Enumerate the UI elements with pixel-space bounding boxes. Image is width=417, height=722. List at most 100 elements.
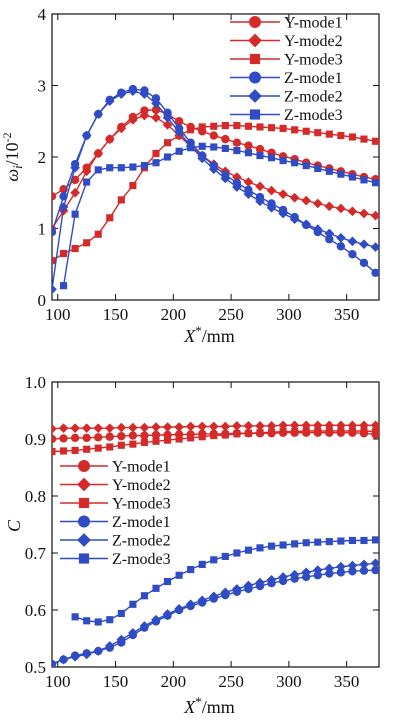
data-point-y-mode2	[243, 421, 254, 431]
legend-label: Y-mode1	[112, 459, 171, 476]
data-point-z-mode2	[301, 219, 312, 230]
data-point-y-mode1	[105, 432, 114, 441]
data-point-y-mode2	[70, 187, 80, 198]
data-point-z-mode2	[104, 641, 115, 651]
x-tick-label: 250	[218, 305, 244, 324]
x-axis-label-coefficient: X*/mm	[183, 694, 235, 717]
data-point-y-mode3	[244, 429, 253, 437]
y-tick-label: 1.0	[25, 373, 46, 392]
legend-marker	[78, 553, 90, 564]
data-point-y-mode2	[336, 203, 346, 214]
data-point-z-mode3	[325, 167, 333, 175]
data-point-y-mode2	[243, 177, 254, 187]
data-point-z-mode3	[325, 538, 333, 546]
data-point-z-mode3	[117, 609, 125, 617]
data-point-z-mode2	[232, 182, 242, 192]
data-point-z-mode2	[185, 599, 196, 610]
data-point-z-mode3	[152, 159, 160, 167]
legend-marker	[77, 533, 91, 547]
data-point-y-mode2	[359, 208, 369, 219]
data-point-y-mode3	[291, 428, 299, 436]
data-point-y-mode3	[152, 437, 160, 445]
data-point-z-mode1	[359, 258, 369, 268]
data-point-y-mode3	[140, 438, 149, 446]
data-point-z-mode3	[163, 153, 172, 161]
data-point-z-mode3	[291, 159, 299, 167]
data-point-y-mode3	[187, 434, 195, 442]
data-point-z-mode3	[314, 538, 322, 546]
data-point-z-mode1	[336, 242, 346, 251]
data-point-z-mode1	[371, 565, 379, 575]
data-point-z-mode2	[347, 560, 358, 571]
data-point-z-mode3	[233, 146, 241, 155]
tick-group-coefficient: 100 150 200 250 300 350 0.5 0.6 0.7 0.8 0.9 1.0	[25, 373, 379, 691]
data-point-z-mode2	[52, 284, 57, 295]
legend-label: Y-mode2	[112, 477, 171, 494]
data-point-z-mode3	[279, 541, 287, 549]
data-point-y-mode3	[244, 122, 253, 130]
data-point-y-mode2	[116, 422, 127, 433]
data-point-z-mode2	[128, 86, 138, 97]
data-point-z-mode2	[81, 649, 92, 660]
data-point-z-mode2	[266, 202, 277, 213]
ylabel-exponent: -2	[0, 132, 14, 142]
data-point-y-mode3	[291, 126, 299, 134]
data-point-z-mode3	[71, 210, 79, 218]
data-point-y-mode2	[347, 206, 358, 217]
data-point-z-mode2	[197, 153, 208, 164]
data-point-z-mode3	[187, 144, 195, 152]
data-point-z-mode3	[94, 166, 102, 174]
data-point-y-mode1	[82, 433, 91, 443]
data-point-z-mode3	[163, 577, 172, 586]
data-point-z-mode3	[337, 537, 345, 545]
data-point-z-mode3	[129, 600, 137, 608]
legend-label: Y-mode3	[284, 52, 343, 69]
data-point-y-mode3	[59, 447, 68, 455]
data-point-y-mode3	[106, 214, 114, 222]
data-point-y-mode3	[360, 427, 368, 435]
legend-label: Z-mode2	[284, 89, 343, 106]
legend-label: Z-mode3	[112, 551, 171, 568]
data-point-y-mode2	[289, 420, 300, 431]
data-point-y-mode1	[232, 138, 242, 147]
xlabel-superscript: *	[195, 323, 202, 338]
data-point-z-mode1	[151, 94, 161, 103]
y-tick-label: 0.6	[25, 601, 46, 620]
data-point-y-mode3	[314, 129, 322, 137]
data-point-y-mode1	[52, 434, 57, 444]
y-tick-label: 0.5	[25, 658, 46, 677]
y-axis-label-frequency: ωi/10-2	[0, 132, 25, 181]
data-point-z-mode2	[174, 127, 184, 137]
data-point-z-mode3	[233, 549, 241, 557]
data-point-y-mode2	[52, 423, 57, 434]
data-point-z-mode2	[312, 565, 323, 575]
data-point-z-mode2	[139, 621, 150, 631]
data-point-y-mode3	[371, 428, 379, 436]
legend-marker	[249, 16, 261, 28]
data-point-z-mode1	[371, 268, 379, 278]
data-point-z-mode2	[52, 658, 57, 667]
data-point-z-mode2	[336, 561, 346, 572]
xlabel-symbol: X	[183, 697, 196, 717]
y-tick-label: 0.8	[25, 487, 46, 506]
data-point-y-mode2	[289, 192, 300, 203]
data-point-z-mode2	[220, 173, 231, 184]
data-point-y-mode2	[128, 422, 138, 433]
data-point-y-mode3	[302, 427, 310, 435]
xlabel-unit: /mm	[202, 326, 235, 346]
data-point-y-mode2	[162, 119, 173, 130]
data-point-y-mode1	[244, 141, 253, 150]
data-point-z-mode2	[336, 232, 346, 243]
data-point-z-mode2	[312, 224, 323, 235]
legend-marker	[249, 109, 261, 120]
data-point-z-mode3	[106, 164, 114, 172]
x-tick-label: 200	[161, 305, 187, 324]
data-point-y-mode3	[371, 137, 379, 145]
data-point-z-mode2	[197, 595, 208, 606]
data-point-y-mode3	[221, 431, 229, 439]
data-point-z-mode2	[70, 162, 80, 173]
data-point-z-mode2	[139, 89, 150, 99]
data-point-z-mode3	[187, 565, 195, 574]
